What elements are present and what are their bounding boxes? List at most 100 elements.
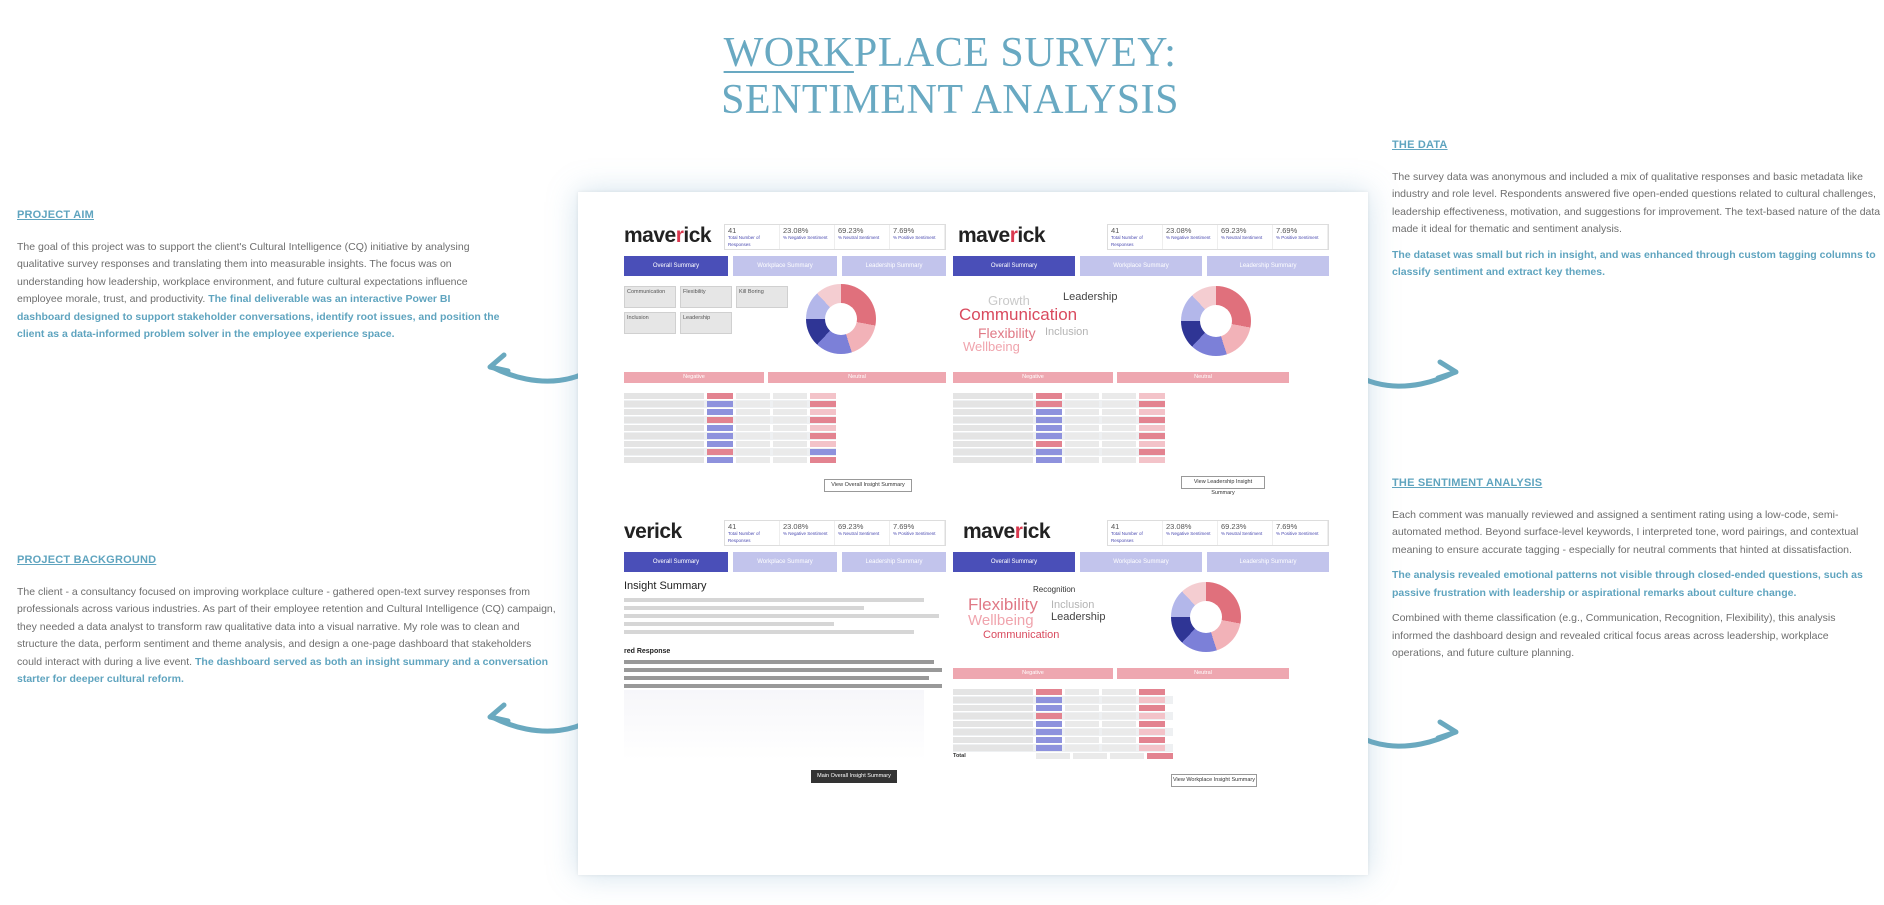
project-background-section: PROJECT BACKGROUND The client - a consul… [17,552,557,697]
the-data-heading: THE DATA [1392,139,1448,151]
title-line1-rest: PLACE SURVEY: [853,30,1177,76]
sentiment-donut-chart [1171,582,1241,652]
sentiment-analysis-body1: Each comment was manually reviewed and a… [1392,508,1859,556]
dashboard-preview-card: maverick 41 Total Number of Responses 23.… [578,192,1368,875]
dashboard-panel-insight: verick 41 Total Number of Responses 23.08… [624,520,946,792]
neutral-band: Neutral [1117,668,1289,679]
view-leadership-insight-button[interactable]: View Leadership Insight Summary [1181,476,1265,496]
kpi-card: 7.69%% Positive Sentiment [1273,225,1328,249]
project-background-highlight: The dashboard served as both an insight … [17,655,549,686]
negative-band: Negative [953,668,1113,679]
tab-leadership-summary[interactable]: Leadership Summary [1207,256,1329,276]
view-overall-insight-button[interactable]: View Overall Insight Summary [824,479,912,492]
sentiment-donut-chart [806,284,876,354]
tab-workplace-summary[interactable]: Workplace Summary [1080,256,1202,276]
sentiment-analysis-body2: Combined with theme classification (e.g.… [1392,612,1836,659]
view-workplace-insight-button[interactable]: View Workplace Insight Summary [1171,774,1257,787]
tab-overall-summary[interactable]: Overall Summary [953,256,1075,276]
dashboard-panel-leadership: maverick 41 Total Number of Responses 23.… [953,520,1329,792]
project-aim-heading: PROJECT AIM [17,209,94,221]
kpi-card: 7.69%% Positive Sentiment [890,225,945,249]
insight-detail-block [624,660,944,692]
word-cloud-communication: Communication [983,629,1060,641]
sentiment-table [624,392,836,464]
insight-subtitle: red Response [624,648,671,655]
sentiment-analysis-heading: THE SENTIMENT ANALYSIS [1392,477,1543,489]
theme-tile[interactable]: Flexibility [680,286,732,308]
project-background-text: The client - a consultancy focused on im… [17,584,557,689]
maverick-logo: maverick [624,224,712,247]
page-title: WORKPLACE SURVEY: SENTIMENT ANALYSIS [0,30,1884,124]
tab-leadership-summary[interactable]: Leadership Summary [1207,552,1329,572]
insight-summary-title: Insight Summary [624,580,707,592]
project-background-body: The client - a consultancy focused on im… [17,585,556,668]
tab-leadership-summary[interactable]: Leadership Summary [842,256,946,276]
neutral-band: Neutral [768,372,946,383]
the-data-section: THE DATA The survey data was anonymous a… [1392,137,1882,290]
dashboard-tabs: Overall Summary Workplace Summary Leader… [953,552,1329,572]
kpi-card: 23.08%% Negative Sentiment [780,521,835,545]
tab-overall-summary[interactable]: Overall Summary [953,552,1075,572]
title-underlined-part: WORK [723,30,854,76]
theme-tile[interactable]: Kill Boring [736,286,788,308]
kpi-card: 23.08%% Negative Sentiment [1163,521,1218,545]
main-overall-insight-button[interactable]: Main Overall Insight Summary [811,770,897,783]
insight-text-block [624,598,944,638]
kpi-card: 23.08%% Negative Sentiment [780,225,835,249]
kpi-strip: 41 Total Number of Responses 23.08%% Nega… [724,520,946,546]
theme-tile[interactable]: Communication [624,286,676,308]
sentiment-table [953,392,1165,464]
tab-workplace-summary[interactable]: Workplace Summary [733,256,837,276]
kpi-card: 69.23%% Neutral Sentiment [1218,225,1273,249]
project-aim-body: The goal of this project was to support … [17,240,470,306]
kpi-strip: 41 Total Number of Responses 23.08%% Nega… [1107,224,1329,250]
word-cloud-communication: Communication [959,305,1078,324]
kpi-card: 41 Total Number of Responses [725,521,780,545]
tab-overall-summary[interactable]: Overall Summary [624,256,728,276]
tab-workplace-summary[interactable]: Workplace Summary [1080,552,1202,572]
the-data-body: The survey data was anonymous and includ… [1392,170,1881,236]
project-aim-section: PROJECT AIM The goal of this project was… [17,207,504,352]
theme-tile[interactable]: Leadership [680,312,732,334]
project-aim-highlight: The final deliverable was an interactive… [17,293,500,340]
sentiment-analysis-section: THE SENTIMENT ANALYSIS Each comment was … [1392,475,1874,671]
the-data-highlight: The dataset was small but rich in insigh… [1392,248,1876,279]
kpi-card: 41 Total Number of Responses [1108,521,1163,545]
negative-band: Negative [624,372,764,383]
tab-overall-summary[interactable]: Overall Summary [624,552,728,572]
dashboard-tabs: Overall Summary Workplace Summary Leader… [624,552,946,572]
kpi-card: 7.69%% Positive Sentiment [890,521,945,545]
kpi-card: 69.23%% Neutral Sentiment [1218,521,1273,545]
word-cloud-leadership: Leadership [1051,611,1106,623]
word-cloud-recognition: Recognition [1033,585,1076,594]
faded-table [624,690,924,760]
project-aim-text: The goal of this project was to support … [17,239,504,344]
sentiment-donut-chart [1181,286,1251,356]
theme-tiles: Communication Flexibility Kill Boring In… [624,286,788,334]
project-background-heading: PROJECT BACKGROUND [17,554,157,566]
word-cloud-inclusion: Inclusion [1045,326,1089,338]
neutral-band: Neutral [1117,372,1289,383]
word-cloud-wellbeing: Wellbeing [963,339,1020,354]
kpi-card: 69.23%% Neutral Sentiment [835,225,890,249]
kpi-card: 41 Total Number of Responses [725,225,780,249]
word-cloud-inclusion: Inclusion [1051,599,1095,611]
kpi-strip: 41 Total Number of Responses 23.08%% Nega… [1107,520,1329,546]
negative-band: Negative [953,372,1113,383]
sentiment-table: Total [953,688,1173,760]
dashboard-tabs: Overall Summary Workplace Summary Leader… [624,256,946,276]
word-cloud-growth: Growth [988,293,1030,308]
theme-tile[interactable]: Inclusion [624,312,676,334]
word-cloud-leadership: Leadership [1063,291,1118,303]
kpi-card: 69.23%% Neutral Sentiment [835,521,890,545]
word-cloud-flexibility: Flexibility [978,325,1036,341]
kpi-card: 41 Total Number of Responses [1108,225,1163,249]
maverick-logo: maverick [958,224,1046,247]
title-line2: SENTIMENT ANALYSIS [721,77,1179,123]
maverick-logo: maverick [963,520,1051,543]
tab-workplace-summary[interactable]: Workplace Summary [733,552,837,572]
kpi-card: 7.69%% Positive Sentiment [1273,521,1328,545]
table-total-row: Total [953,752,1173,760]
tab-leadership-summary[interactable]: Leadership Summary [842,552,946,572]
word-cloud-wellbeing: Wellbeing [968,612,1034,629]
